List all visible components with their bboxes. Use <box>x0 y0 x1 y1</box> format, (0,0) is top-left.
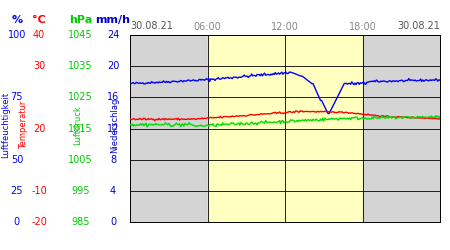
Text: 1025: 1025 <box>68 92 93 102</box>
Text: -10: -10 <box>31 186 47 196</box>
Text: 75: 75 <box>11 92 23 102</box>
Text: %: % <box>11 15 22 25</box>
Text: Luftfeuchtigkeit: Luftfeuchtigkeit <box>1 92 10 158</box>
Text: mm/h: mm/h <box>95 15 130 25</box>
Bar <box>130 35 207 222</box>
Text: Temperatur: Temperatur <box>19 101 28 149</box>
Text: 30.08.21: 30.08.21 <box>130 21 173 31</box>
Text: 995: 995 <box>72 186 90 196</box>
Text: 1015: 1015 <box>68 124 93 134</box>
Text: 12: 12 <box>107 124 119 134</box>
Text: -20: -20 <box>31 217 47 227</box>
Text: 16: 16 <box>107 92 119 102</box>
Text: 30: 30 <box>33 61 45 71</box>
Text: 20: 20 <box>33 124 45 134</box>
Text: 40: 40 <box>33 30 45 40</box>
Text: 30.08.21: 30.08.21 <box>397 21 440 31</box>
Text: 0: 0 <box>14 217 20 227</box>
Text: 4: 4 <box>110 186 116 196</box>
Text: 24: 24 <box>107 30 119 40</box>
Text: Luftdruck: Luftdruck <box>73 105 82 145</box>
Bar <box>207 35 363 222</box>
Text: hPa: hPa <box>69 15 92 25</box>
Text: 1035: 1035 <box>68 61 93 71</box>
Text: 25: 25 <box>11 186 23 196</box>
Text: 985: 985 <box>72 217 90 227</box>
Text: 20: 20 <box>107 61 119 71</box>
Text: 0: 0 <box>110 217 116 227</box>
Text: 50: 50 <box>11 155 23 165</box>
Text: °C: °C <box>32 15 46 25</box>
Text: 100: 100 <box>8 30 26 40</box>
Bar <box>363 35 440 222</box>
Text: 1005: 1005 <box>68 155 93 165</box>
Text: 8: 8 <box>110 155 116 165</box>
Text: Niederschlag: Niederschlag <box>110 97 119 153</box>
Text: 1045: 1045 <box>68 30 93 40</box>
